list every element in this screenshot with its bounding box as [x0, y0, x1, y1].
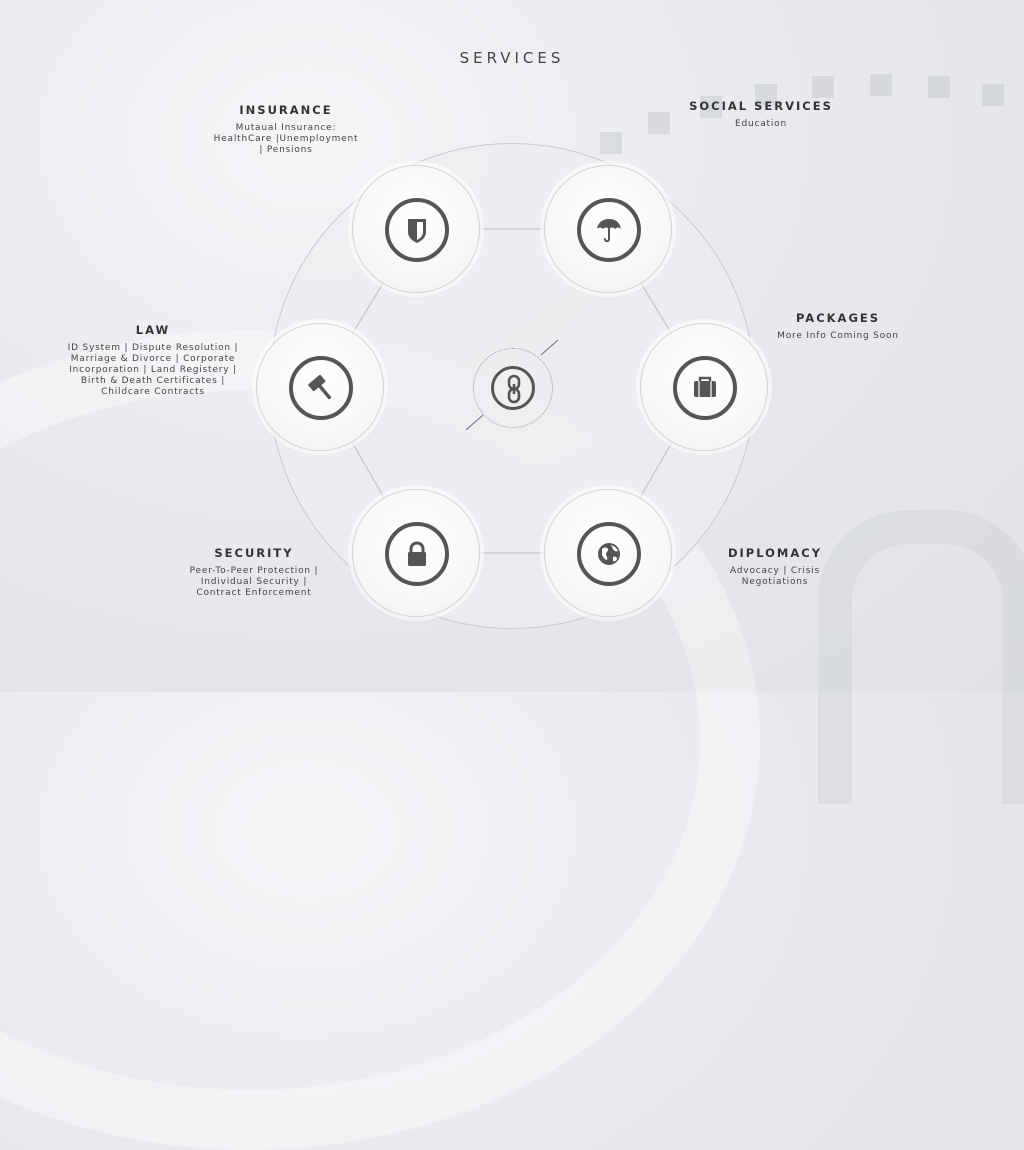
insurance-title: INSURANCE — [239, 103, 333, 117]
insurance-label: INSURANCE Mutaual Insurance: HealthCare … — [186, 103, 386, 156]
packages-description: More Info Coming Soon — [748, 331, 928, 342]
center-icon-ring — [491, 366, 535, 410]
security-label: SECURITY Peer-To-Peer Protection | Indiv… — [154, 546, 354, 599]
packages-title: PACKAGES — [795, 311, 881, 325]
insurance-icon-ring — [385, 198, 449, 262]
diplomacy-node[interactable] — [544, 489, 672, 617]
insurance-description: Mutaual Insurance: HealthCare |Unemploym… — [186, 123, 386, 156]
insurance-line: Mutaual Insurance: — [235, 123, 337, 133]
padlock-icon — [408, 541, 426, 566]
insurance-line: | Pensions — [259, 145, 313, 155]
security-node[interactable] — [352, 489, 480, 617]
insurance-line: HealthCare |Unemployment — [213, 134, 359, 144]
diplomacy-label: DIPLOMACY Advocacy | Crisis Negotiations — [690, 546, 860, 588]
law-line: Incorporation | Land Registery | — [69, 365, 237, 375]
law-title: LAW — [135, 323, 171, 337]
globe-icon — [598, 543, 620, 565]
packages-icon-ring — [673, 356, 737, 420]
social-services-node[interactable] — [544, 165, 672, 293]
security-title: SECURITY — [214, 546, 294, 560]
social-services-title: SOCIAL SERVICES — [689, 99, 833, 113]
law-line: Marriage & Divorce | Corporate — [70, 354, 236, 364]
insurance-node[interactable] — [352, 165, 480, 293]
diplomacy-line: Advocacy | Crisis — [730, 566, 820, 576]
gavel-icon — [308, 374, 332, 400]
security-description: Peer-To-Peer Protection | Individual Sec… — [154, 566, 354, 599]
packages-node[interactable] — [640, 323, 768, 451]
law-line: Childcare Contracts — [101, 387, 205, 397]
law-description: ID System | Dispute Resolution | Marriag… — [40, 343, 266, 398]
briefcase-icon — [694, 376, 716, 397]
security-icon-ring — [385, 522, 449, 586]
security-line: Peer-To-Peer Protection | — [189, 566, 319, 576]
packages-line: More Info Coming Soon — [777, 331, 899, 341]
social-services-line: Education — [734, 119, 787, 129]
shield-icon — [408, 219, 426, 243]
diplomacy-description: Advocacy | Crisis Negotiations — [690, 566, 860, 588]
diplomacy-line: Negotiations — [741, 577, 809, 587]
law-node[interactable] — [256, 323, 384, 451]
law-icon-ring — [289, 356, 353, 420]
law-line: Birth & Death Certificates | — [80, 376, 226, 386]
social-services-icon-ring — [577, 198, 641, 262]
center-hub[interactable] — [473, 348, 553, 428]
law-label: LAW ID System | Dispute Resolution | Mar… — [40, 323, 266, 398]
diplomacy-icon-ring — [577, 522, 641, 586]
chain-link-icon — [507, 374, 521, 404]
diplomacy-title: DIPLOMACY — [727, 546, 823, 560]
security-line: Individual Security | — [200, 577, 308, 587]
law-line: ID System | Dispute Resolution | — [67, 343, 239, 353]
umbrella-icon — [597, 219, 621, 243]
packages-label: PACKAGES More Info Coming Soon — [748, 311, 928, 342]
social-services-label: SOCIAL SERVICES Education — [664, 99, 858, 130]
social-services-description: Education — [664, 119, 858, 130]
page-title: SERVICES — [459, 49, 565, 67]
security-line: Contract Enforcement — [196, 588, 312, 598]
